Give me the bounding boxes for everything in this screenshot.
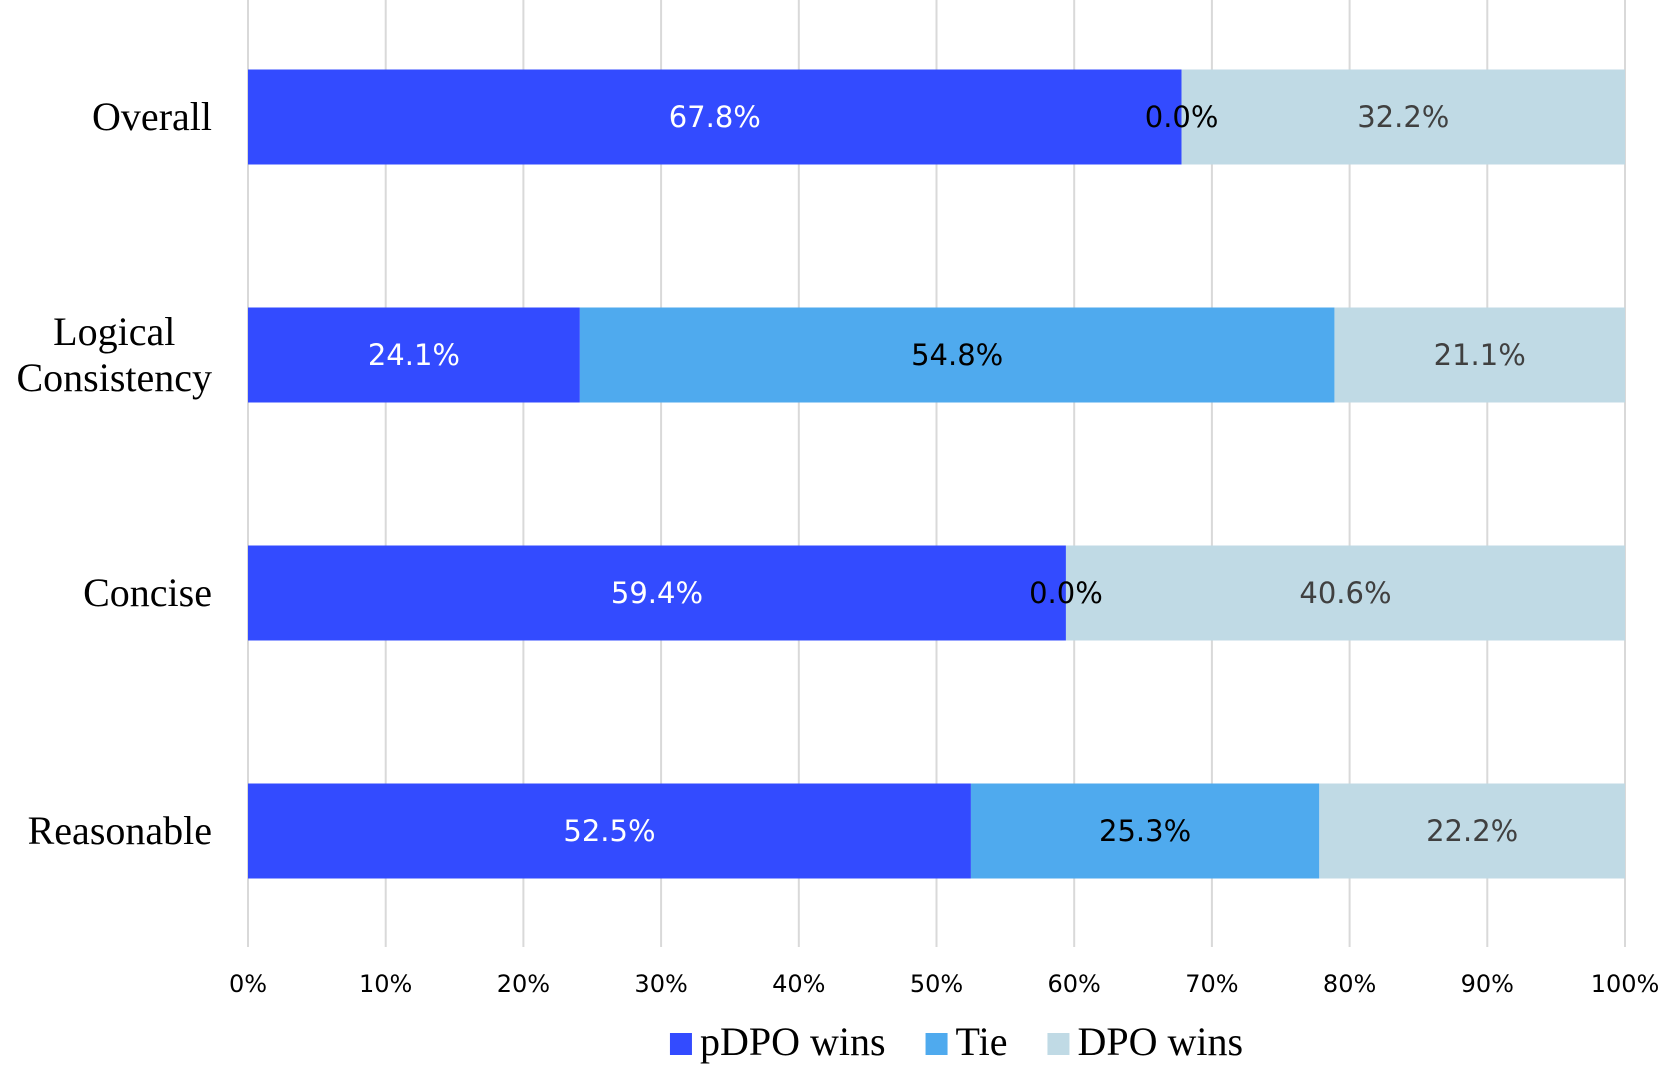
x-tick-label: 60% — [1048, 970, 1101, 998]
legend-item: pDPO wins — [669, 1019, 886, 1064]
data-label: 25.3% — [1099, 814, 1191, 848]
x-tick-label: 100% — [1591, 970, 1660, 998]
legend-label: pDPO wins — [700, 1019, 886, 1064]
data-label: 67.8% — [669, 100, 761, 134]
x-tick-label: 80% — [1323, 970, 1376, 998]
category-label: Reasonable — [28, 808, 212, 853]
legend-label: Tie — [956, 1019, 1008, 1064]
bar-segment — [1065, 545, 1625, 641]
legend-item: DPO wins — [1047, 1019, 1243, 1064]
x-tick-label: 50% — [910, 970, 963, 998]
category-label: Logical — [53, 309, 175, 354]
x-tick-label: 70% — [1185, 970, 1238, 998]
legend-label: DPO wins — [1077, 1019, 1243, 1064]
category-label: Consistency — [16, 355, 212, 400]
bar-segment — [248, 545, 1066, 641]
data-label: 0.0% — [1145, 100, 1219, 134]
legend-swatch — [669, 1033, 692, 1055]
data-label: 40.6% — [1299, 576, 1391, 610]
bar-segment — [1319, 783, 1625, 879]
bar-segment — [248, 307, 580, 403]
bar-segment — [248, 783, 971, 879]
data-label: 59.4% — [611, 576, 703, 610]
x-tick-label: 90% — [1461, 970, 1514, 998]
legend-item: Tie — [925, 1019, 1008, 1064]
x-tick-label: 0% — [229, 970, 267, 998]
category-label: Concise — [83, 570, 212, 615]
bar-segment — [1334, 307, 1625, 403]
legend: pDPO wins Tie DPO wins — [669, 1019, 1243, 1064]
x-tick-label: 40% — [772, 970, 825, 998]
x-axis-tick-labels: 0% 10% 20% 30% 40% 50% 60% 70% 80% 90% 100% — [229, 970, 1659, 998]
data-label: 52.5% — [563, 814, 655, 848]
legend-swatch — [925, 1033, 948, 1055]
data-label: 0.0% — [1029, 576, 1103, 610]
x-tick-label: 30% — [634, 970, 687, 998]
data-label: 21.1% — [1434, 338, 1526, 372]
data-label: 32.2% — [1357, 100, 1449, 134]
x-tick-label: 20% — [497, 970, 550, 998]
bar-segment — [970, 783, 1320, 879]
data-label: 54.8% — [911, 338, 1003, 372]
bar-segment — [248, 69, 1182, 165]
bar-segment — [1181, 69, 1625, 165]
data-label: 24.1% — [368, 338, 460, 372]
legend-swatch — [1047, 1033, 1070, 1055]
data-labels: 67.8% 0.0% 32.2% 24.1% 54.8% 21.1% 59.4% 0.0% 40… — [368, 100, 1526, 848]
bars — [248, 69, 1625, 879]
x-tick-label: 10% — [359, 970, 412, 998]
category-label: Overall — [92, 94, 212, 139]
bar-segment — [579, 307, 1335, 403]
data-label: 22.2% — [1426, 814, 1518, 848]
